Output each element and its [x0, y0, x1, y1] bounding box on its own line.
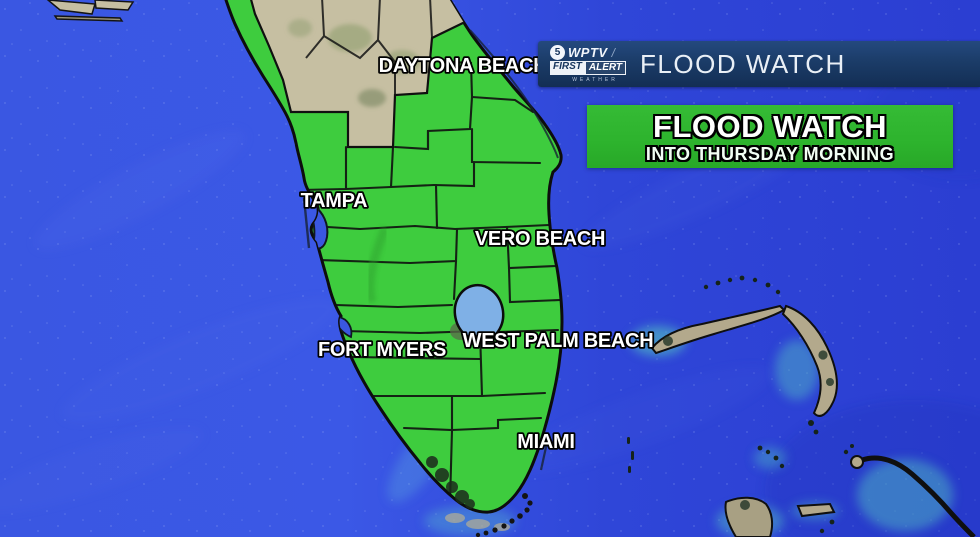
- first-alert-badge-alert: ALERT: [584, 61, 627, 75]
- everglades-mangroves: [426, 456, 475, 509]
- city-labels: DAYTONA BEACH TAMPA VERO BEACH FORT MYER…: [299, 53, 656, 455]
- label-west-palm-beach: WEST PALM BEACH: [463, 330, 654, 352]
- new-providence-island: [796, 502, 836, 518]
- station-logo: 5 WPTV / FIRST ALERT WEATHER: [550, 45, 627, 83]
- eleuthera-cay: [850, 455, 864, 469]
- channel-5-icon: 5: [550, 45, 565, 60]
- terrain-ghost: [365, 226, 390, 304]
- weather-wordmark: WEATHER: [572, 77, 618, 83]
- eleuthera-island: [861, 455, 976, 537]
- station-banner: 5 WPTV / FIRST ALERT WEATHER FLOOD WATCH: [538, 41, 980, 87]
- flood-watch-alert-box: FLOOD WATCH INTO THURSDAY MORNING: [587, 105, 953, 168]
- barrier-islands: [302, 29, 559, 471]
- bahamas-terrain-spots: [663, 336, 834, 510]
- bahamas-islands: [650, 304, 976, 537]
- alert-box-title: FLOOD WATCH: [653, 108, 887, 144]
- bahamas-cays: [627, 275, 854, 534]
- north-florida-land: [225, 0, 474, 149]
- label-daytona-beach: DAYTONA BEACH: [379, 55, 548, 77]
- label-tampa: TAMPA: [301, 190, 368, 212]
- logo-slash-decoration: /: [611, 45, 615, 60]
- alert-box-subtitle: INTO THURSDAY MORNING: [645, 143, 895, 164]
- label-fort-myers: FORT MYERS: [318, 339, 446, 361]
- florida-flood-watch-area: [224, 0, 564, 514]
- station-call-sign: WPTV: [568, 45, 608, 60]
- florida-keys: [475, 493, 533, 537]
- north-florida-county-lines: [305, 0, 433, 95]
- banner-title: FLOOD WATCH: [640, 48, 846, 79]
- label-vero-beach: VERO BEACH: [475, 228, 605, 250]
- panhandle-coast: [46, 0, 135, 22]
- andros-island: [724, 496, 774, 537]
- first-alert-badge-first: FIRST: [550, 61, 585, 75]
- first-alert-badge: FIRST ALERT: [550, 61, 627, 75]
- abaco-island: [781, 304, 838, 417]
- lake-okeechobee: [453, 283, 505, 343]
- label-miami: MIAMI: [517, 431, 574, 453]
